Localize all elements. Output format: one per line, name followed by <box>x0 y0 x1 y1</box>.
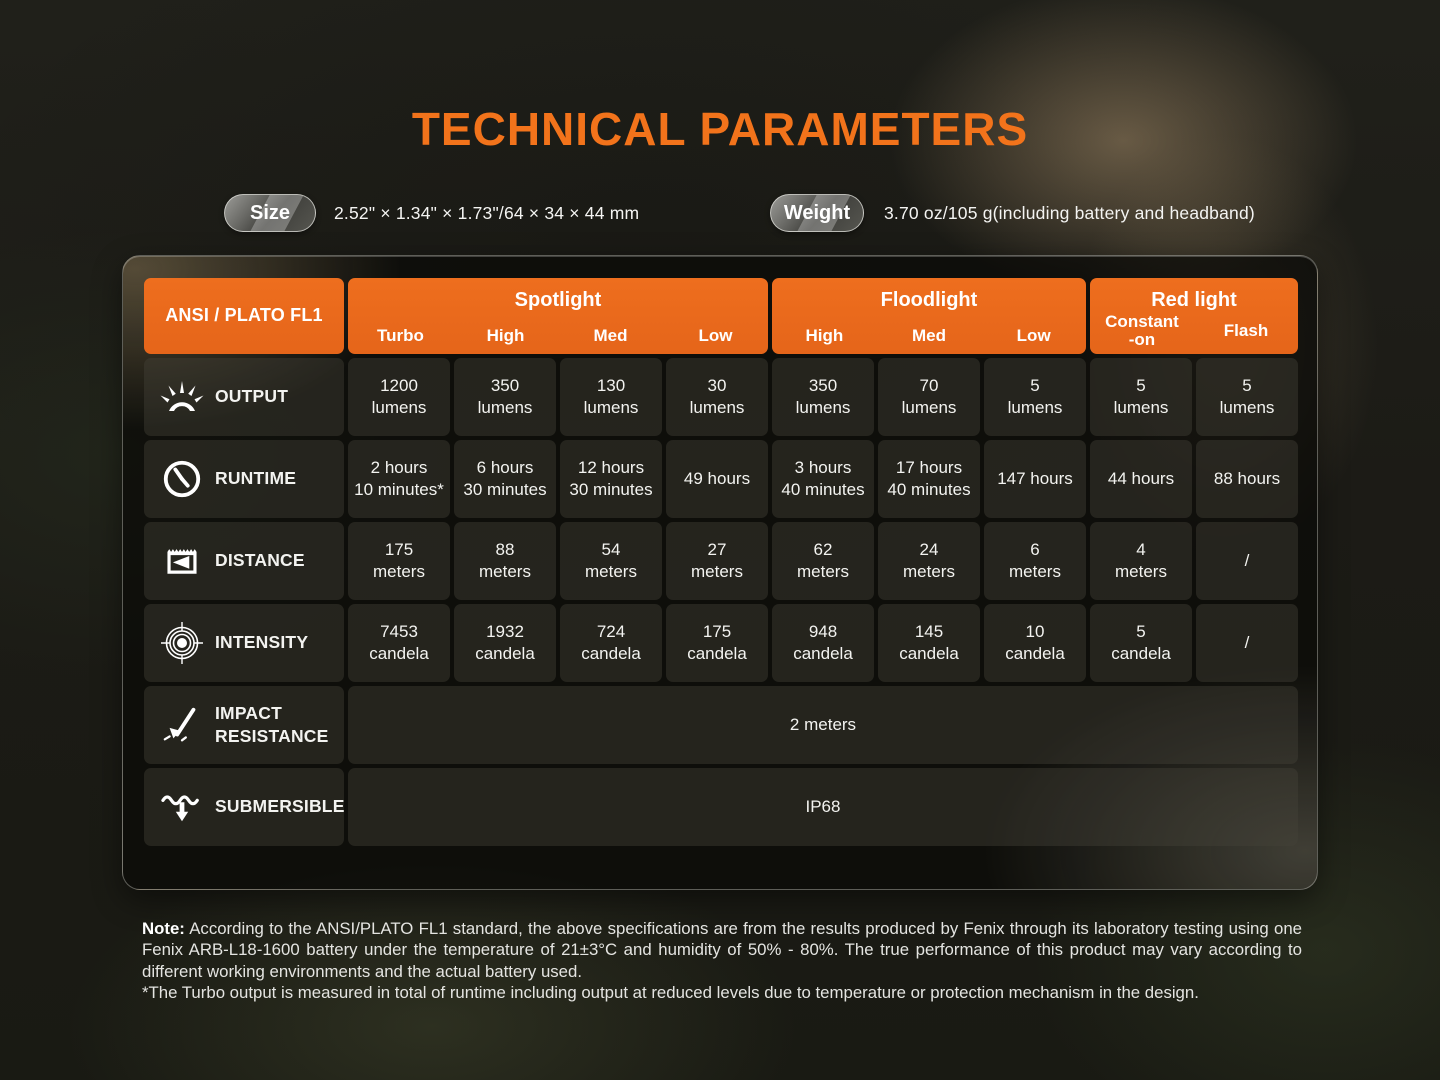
distance-spot-low: 27 meters <box>666 522 768 600</box>
row-label-output: OUTPUT <box>144 358 344 436</box>
intensity-spot-med: 724 candela <box>560 604 662 682</box>
output-flood-low: 5 lumens <box>984 358 1086 436</box>
runtime-red-constant: 44 hours <box>1090 440 1192 518</box>
impact-resistance-value: 2 meters <box>348 686 1298 764</box>
output-red-flash: 5 lumens <box>1196 358 1298 436</box>
brightness-icon <box>156 373 208 421</box>
note-footnote: *The Turbo output is measured in total o… <box>142 982 1199 1002</box>
column-header-spot-med: Med <box>593 326 628 346</box>
output-spot-high: 350 lumens <box>454 358 556 436</box>
column-header-flood-high: High <box>805 326 844 346</box>
column-header-flash: Flash <box>1223 321 1269 341</box>
intensity-spot-turbo: 7453 candela <box>348 604 450 682</box>
note-label: Note: <box>142 919 185 938</box>
column-header-spot-low: Low <box>698 326 733 346</box>
size-weight-row: Size 2.52" × 1.34" × 1.73"/64 × 34 × 44 … <box>0 194 1440 234</box>
spotlight-group-title: Spotlight <box>514 289 602 311</box>
floodlight-group-header: Floodlight High Med Low <box>772 278 1086 354</box>
distance-flood-high: 62 meters <box>772 522 874 600</box>
weight-value: 3.70 oz/105 g(including battery and head… <box>884 202 1255 223</box>
output-red-constant: 5 lumens <box>1090 358 1192 436</box>
note-body: According to the ANSI/PLATO FL1 standard… <box>142 919 1302 981</box>
distance-flood-med: 24 meters <box>878 522 980 600</box>
submersible-value: IP68 <box>348 768 1298 846</box>
size-label: Size <box>249 201 291 224</box>
output-flood-high: 350 lumens <box>772 358 874 436</box>
column-header-constant-on: Constant -on <box>1105 312 1179 350</box>
clock-icon <box>156 455 208 503</box>
column-header-flood-low: Low <box>1016 326 1051 346</box>
intensity-spot-low: 175 candela <box>666 604 768 682</box>
intensity-spot-high: 1932 candela <box>454 604 556 682</box>
runtime-spot-turbo: 2 hours 10 minutes* <box>348 440 450 518</box>
size-value: 2.52" × 1.34" × 1.73"/64 × 34 × 44 mm <box>334 202 640 223</box>
row-label-distance: DISTANCE <box>144 522 344 600</box>
floodlight-subcolumns: High Med Low <box>772 327 1086 345</box>
distance-red-constant: 4 meters <box>1090 522 1192 600</box>
output-spot-med: 130 lumens <box>560 358 662 436</box>
runtime-flood-high: 3 hours 40 minutes <box>772 440 874 518</box>
column-header-turbo: Turbo <box>377 326 424 346</box>
output-spot-turbo: 1200 lumens <box>348 358 450 436</box>
row-label-impact-resistance: IMPACT RESISTANCE <box>144 686 344 764</box>
floodlight-group-title: Floodlight <box>880 289 978 311</box>
standard-header-cell: ANSI / PLATO FL1 <box>144 278 344 354</box>
row-label-text: OUTPUT <box>215 386 289 407</box>
intensity-red-constant: 5 candela <box>1090 604 1192 682</box>
row-label-text: RUNTIME <box>215 468 297 489</box>
runtime-flood-low: 147 hours <box>984 440 1086 518</box>
distance-spot-high: 88 meters <box>454 522 556 600</box>
row-label-text: IMPACT RESISTANCE <box>215 702 329 746</box>
intensity-flood-low: 10 candela <box>984 604 1086 682</box>
intensity-icon <box>156 619 208 667</box>
output-flood-med: 70 lumens <box>878 358 980 436</box>
column-header-flood-med: Med <box>912 326 946 346</box>
runtime-spot-med: 12 hours 30 minutes <box>560 440 662 518</box>
note-paragraph: Note: According to the ANSI/PLATO FL1 st… <box>142 918 1302 982</box>
row-label-text: DISTANCE <box>215 550 305 571</box>
spotlight-subcolumns: Turbo High Med Low <box>348 327 768 345</box>
intensity-flood-high: 948 candela <box>772 604 874 682</box>
distance-icon <box>156 537 208 585</box>
runtime-spot-high: 6 hours 30 minutes <box>454 440 556 518</box>
redlight-group-header: Red light Constant -on Flash <box>1090 278 1298 354</box>
weight-pill: Weight <box>770 194 864 232</box>
spec-table-panel: ANSI / PLATO FL1 Spotlight Turbo High Me… <box>122 255 1318 890</box>
note-section: Note: According to the ANSI/PLATO FL1 st… <box>142 918 1302 1003</box>
row-label-text: SUBMERSIBLE <box>215 796 345 817</box>
distance-flood-low: 6 meters <box>984 522 1086 600</box>
row-label-runtime: RUNTIME <box>144 440 344 518</box>
row-label-intensity: INTENSITY <box>144 604 344 682</box>
spotlight-group-header: Spotlight Turbo High Med Low <box>348 278 768 354</box>
distance-red-flash: / <box>1196 522 1298 600</box>
impact-icon <box>156 701 208 749</box>
page-title: TECHNICAL PARAMETERS <box>411 103 1029 155</box>
submersible-icon <box>156 783 208 831</box>
row-label-submersible: SUBMERSIBLE <box>144 768 344 846</box>
row-label-text: INTENSITY <box>215 632 309 653</box>
runtime-red-flash: 88 hours <box>1196 440 1298 518</box>
distance-spot-turbo: 175 meters <box>348 522 450 600</box>
redlight-group-title: Red light <box>1151 289 1237 311</box>
output-spot-low: 30 lumens <box>666 358 768 436</box>
column-header-spot-high: High <box>486 326 525 346</box>
intensity-flood-med: 145 candela <box>878 604 980 682</box>
redlight-subcolumns: Constant -on Flash <box>1090 313 1298 349</box>
spec-table: ANSI / PLATO FL1 Spotlight Turbo High Me… <box>144 278 1298 846</box>
runtime-spot-low: 49 hours <box>666 440 768 518</box>
weight-label: Weight <box>783 201 851 224</box>
size-pill: Size <box>224 194 316 232</box>
intensity-red-flash: / <box>1196 604 1298 682</box>
runtime-flood-med: 17 hours 40 minutes <box>878 440 980 518</box>
distance-spot-med: 54 meters <box>560 522 662 600</box>
